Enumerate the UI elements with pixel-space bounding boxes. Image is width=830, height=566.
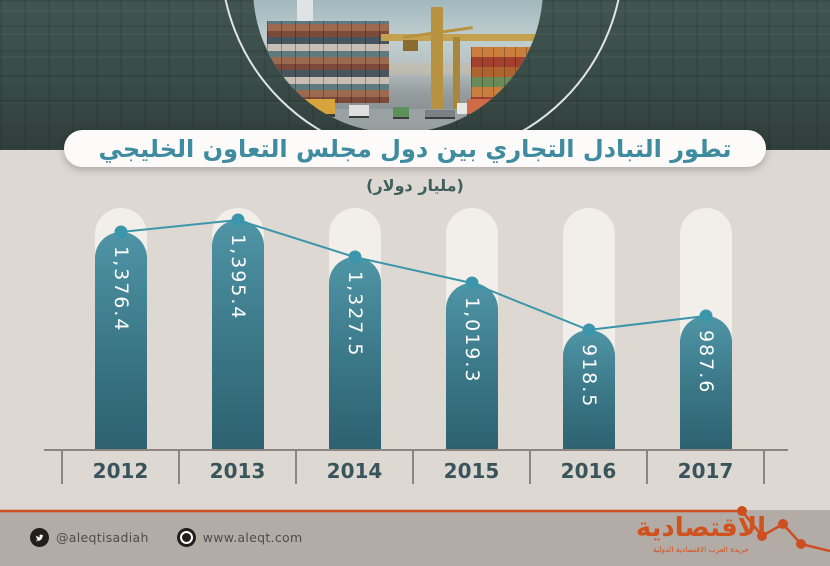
gantry-crane-leg	[453, 37, 460, 111]
x-axis-tick	[61, 450, 63, 484]
containers-stack-right	[471, 47, 535, 107]
x-axis-tick	[646, 450, 648, 484]
truck	[299, 99, 335, 117]
truck	[393, 107, 409, 119]
publisher-logo: الاقتصادية جريدة العرب الاقتصادية الدولي…	[636, 513, 766, 554]
bar-value-label: 918.5	[578, 344, 600, 409]
x-axis-tick	[763, 450, 765, 484]
globe-icon	[176, 528, 196, 547]
x-axis-tick	[178, 450, 180, 484]
gantry-crane-cab	[403, 40, 418, 51]
chart-columns: 1,376.4 1,395.4 1,327.5 1,019.3 918.5 987.6	[62, 205, 764, 450]
bar-2012: 1,376.4	[94, 232, 147, 450]
data-point-dot	[231, 213, 244, 227]
page-title: تطور التبادل التجاري بين دول مجلس التعاو…	[98, 134, 732, 163]
bar-value-label: 1,395.4	[227, 234, 249, 321]
bar-value-label: 1,019.3	[461, 297, 483, 384]
bar-2016: 918.5	[562, 330, 615, 450]
gantry-crane-mast	[431, 7, 443, 111]
chart-column: 918.5	[530, 205, 647, 450]
bar-2014: 1,327.5	[328, 257, 381, 450]
twitter-bird-icon	[30, 528, 49, 547]
bar-value-label: 1,327.5	[344, 271, 366, 358]
chart-column: 1,019.3	[413, 205, 530, 450]
data-point-dot	[114, 225, 127, 239]
data-point-dot	[348, 250, 361, 264]
chart-column: 1,327.5	[296, 205, 413, 450]
x-axis-labels: 2012 2013 2014 2015 2016 2017	[62, 455, 764, 483]
chart-column: 987.6	[647, 205, 764, 450]
bar-2015: 1,019.3	[445, 283, 498, 450]
logo-wordmark: الاقتصادية	[635, 513, 766, 543]
x-axis-label-2013: 2013	[209, 459, 266, 483]
chart-column: 1,376.4	[62, 205, 179, 450]
x-axis-tick	[295, 450, 297, 484]
x-axis-label-2016: 2016	[560, 459, 617, 483]
x-axis-label-2012: 2012	[92, 459, 149, 483]
twitter-handle[interactable]: @aleqtisadiah	[56, 530, 149, 545]
x-axis-label-2017: 2017	[677, 459, 734, 483]
x-axis-tick	[412, 450, 414, 484]
container-truck	[457, 99, 505, 117]
data-point-dot	[582, 323, 595, 337]
chart-column: 1,395.4	[179, 205, 296, 450]
flatbed-truck	[425, 110, 455, 119]
port-photo	[253, 0, 543, 133]
bar-2013: 1,395.4	[211, 220, 264, 450]
bar-value-label: 987.6	[695, 330, 717, 395]
bar-chart: 1,376.4 1,395.4 1,327.5 1,019.3 918.5 987.6 2…	[61, 205, 765, 484]
ship-superstructure	[297, 0, 313, 21]
x-axis-line	[44, 449, 788, 451]
title-banner: تطور التبادل التجاري بين دول مجلس التعاو…	[64, 130, 766, 167]
x-axis-tick	[529, 450, 531, 484]
globe-ring	[179, 531, 193, 544]
data-point-dot	[465, 276, 478, 290]
website-link[interactable]: www.aleqt.com	[202, 530, 303, 545]
logo-tagline: جريدة العرب الاقتصادية الدولية	[652, 545, 749, 555]
bar-value-label: 1,376.4	[110, 246, 132, 333]
truck	[349, 105, 369, 118]
x-axis-label-2014: 2014	[326, 459, 383, 483]
gantry-crane-boom	[381, 34, 539, 41]
containers-stack-left	[267, 21, 389, 103]
x-axis-label-2015: 2015	[443, 459, 500, 483]
chart-unit-subtitle: (مليار دولار)	[366, 176, 464, 195]
bar-2017: 987.6	[679, 316, 732, 450]
footer-social: @aleqtisadiah www.aleqt.com	[30, 528, 302, 547]
data-point-dot	[699, 309, 712, 323]
